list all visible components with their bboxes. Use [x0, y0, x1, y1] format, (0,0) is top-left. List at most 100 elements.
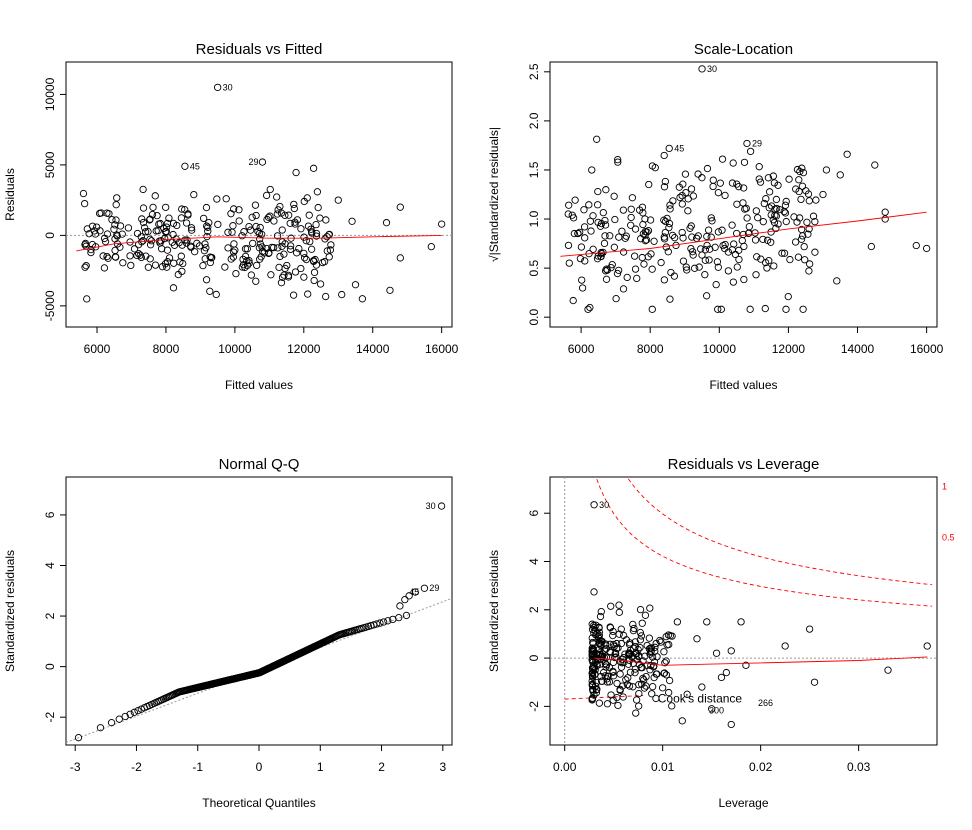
- data-point: [100, 264, 109, 272]
- data-point: [739, 199, 747, 207]
- data-point: [204, 223, 212, 231]
- data-point: [232, 269, 240, 278]
- data-point: [640, 260, 648, 268]
- y-axis-label: √|Standardized residuals|: [487, 127, 501, 262]
- data-point: [580, 223, 589, 231]
- data-point: [293, 216, 302, 224]
- data-point: [130, 245, 139, 253]
- data-point: [199, 214, 208, 223]
- data-point: [701, 256, 710, 264]
- data-point: [138, 215, 146, 223]
- data-point: [170, 259, 178, 267]
- data-point: [754, 214, 762, 222]
- data-point: [103, 252, 111, 261]
- data-point: [752, 271, 760, 279]
- data-point: [625, 682, 634, 690]
- data-point: [794, 253, 803, 261]
- data-point: [585, 201, 593, 209]
- x-tick-label: 2: [378, 760, 385, 774]
- data-point: [243, 245, 251, 253]
- x-tick-label: 6000: [84, 342, 111, 356]
- data-point: [338, 290, 346, 299]
- data-point: [646, 604, 654, 612]
- data-point: [703, 241, 711, 250]
- data-point: [589, 672, 597, 681]
- data-point: [258, 158, 267, 166]
- data-point: [666, 295, 674, 303]
- data-point: [163, 263, 171, 271]
- data-point: [241, 245, 250, 253]
- cooks-contour-0-5: [595, 477, 933, 607]
- data-point: [588, 695, 597, 703]
- data-point: [633, 274, 641, 283]
- data-point: [565, 201, 573, 209]
- data-point: [589, 651, 597, 659]
- data-point: [678, 717, 686, 725]
- data-point: [662, 657, 670, 665]
- data-point: [139, 218, 148, 227]
- data-point: [769, 172, 778, 180]
- data-point: [229, 253, 238, 261]
- data-point: [610, 243, 619, 251]
- data-point: [757, 255, 765, 263]
- data-point: [191, 248, 199, 256]
- data-point: [665, 676, 674, 685]
- data-point: [660, 276, 669, 284]
- data-point: [709, 182, 717, 191]
- data-point: [642, 236, 651, 244]
- y-tick-label: 6: [43, 511, 57, 518]
- data-point: [770, 262, 778, 270]
- data-point: [161, 228, 170, 236]
- data-point: [665, 688, 673, 697]
- data-point: [606, 624, 615, 632]
- data-point: [740, 275, 748, 284]
- data-point: [772, 195, 781, 204]
- y-axis-label: Residuals: [3, 168, 17, 221]
- data-point: [660, 216, 668, 224]
- data-point: [634, 645, 642, 654]
- data-point: [300, 249, 308, 258]
- x-tick-label: -2: [131, 760, 142, 774]
- data-point: [606, 647, 614, 656]
- point-label: 45: [409, 587, 419, 597]
- data-point: [743, 214, 751, 222]
- data-point: [265, 249, 273, 258]
- data-point: [327, 241, 335, 249]
- data-point: [722, 668, 731, 677]
- y-tick-label: 0.0: [527, 309, 541, 326]
- data-point: [309, 164, 318, 172]
- data-point: [681, 170, 690, 178]
- data-point: [836, 171, 844, 179]
- data-point: [592, 678, 601, 687]
- data-point: [280, 271, 288, 279]
- data-point: [622, 676, 630, 684]
- data-point: [586, 217, 595, 225]
- x-tick-label: 0.01: [651, 760, 675, 774]
- y-axis-label: Standardized residuals: [487, 550, 501, 672]
- data-point: [799, 305, 807, 313]
- data-point: [610, 192, 618, 200]
- data-point: [871, 161, 879, 169]
- data-point: [701, 246, 710, 254]
- data-point: [396, 203, 404, 211]
- cooks-level-label: 1: [942, 482, 947, 492]
- data-point: [712, 280, 720, 289]
- data-point: [118, 230, 126, 238]
- data-point: [731, 250, 740, 259]
- x-tick-label: 14000: [356, 342, 390, 356]
- data-point: [648, 305, 656, 313]
- data-point: [668, 231, 677, 240]
- data-point: [221, 263, 229, 271]
- data-point: [300, 233, 308, 241]
- data-point: [262, 244, 271, 253]
- data-point: [205, 218, 213, 227]
- data-point: [181, 236, 189, 244]
- data-point: [304, 290, 312, 298]
- data-point: [163, 258, 172, 266]
- data-point: [603, 700, 612, 708]
- data-point: [312, 220, 320, 229]
- data-point: [782, 197, 790, 206]
- data-point: [578, 284, 587, 292]
- data-point: [111, 246, 119, 255]
- data-point: [676, 193, 684, 202]
